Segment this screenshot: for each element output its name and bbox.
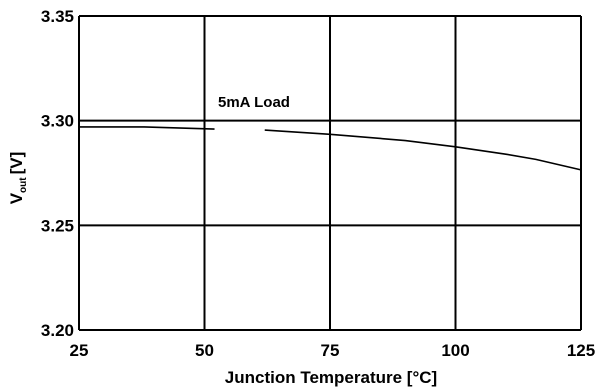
x-tick-label: 75: [321, 341, 340, 360]
grid-lines: [78, 15, 582, 331]
series-group: [79, 126, 582, 171]
x-axis-title: Junction Temperature [°C]: [225, 368, 437, 387]
series-line: [264, 129, 582, 171]
x-tick-labels: 25 50 75 100 125: [70, 341, 596, 360]
y-tick-label: 3.35: [41, 7, 74, 26]
y-axis-title-unit: [V]: [7, 152, 26, 175]
y-tick-label: 3.30: [41, 112, 74, 131]
y-axis-title: Vout [V]: [7, 152, 29, 205]
y-axis-title-main: V: [7, 192, 26, 204]
y-tick-label: 3.25: [41, 216, 74, 235]
x-tick-label: 25: [70, 341, 89, 360]
series-line: [79, 126, 215, 130]
x-tick-label: 100: [441, 341, 469, 360]
annotation-label: 5mA Load: [218, 94, 290, 111]
y-tick-label: 3.20: [41, 321, 74, 340]
x-tick-label: 50: [195, 341, 214, 360]
x-tick-label: 125: [567, 341, 595, 360]
y-axis-title-subscript: out: [18, 177, 29, 193]
y-tick-labels: 3.20 3.25 3.30 3.35: [41, 7, 74, 340]
